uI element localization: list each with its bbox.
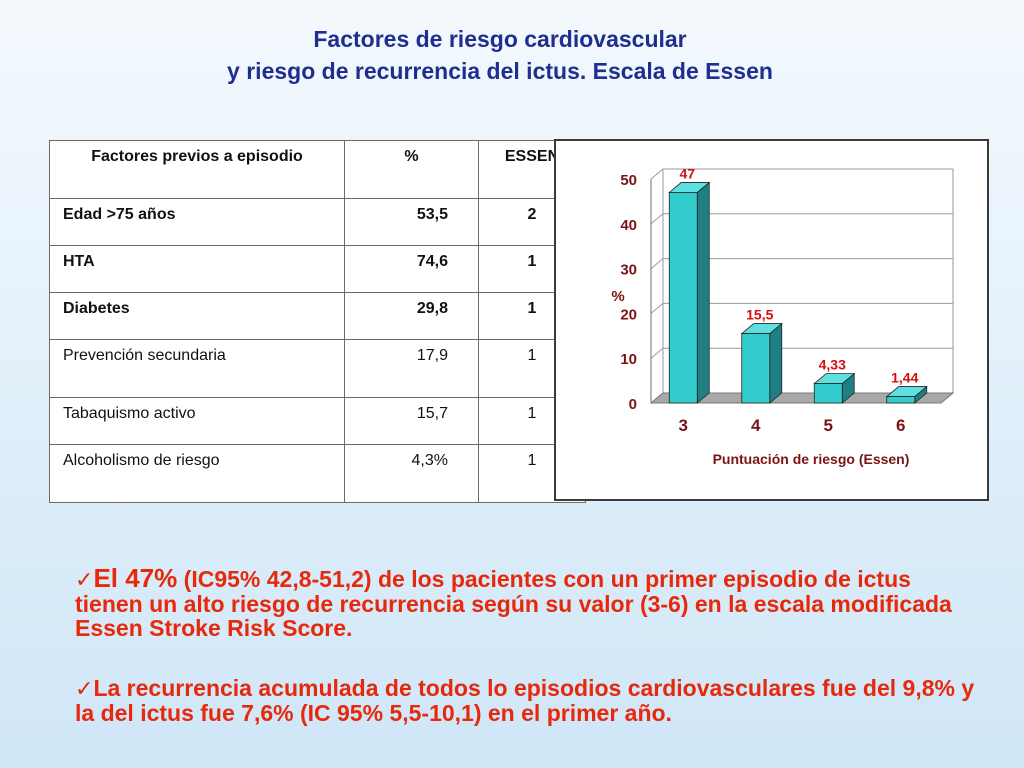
y-tick-label: 20 bbox=[620, 306, 637, 323]
gridline-depth bbox=[650, 303, 664, 314]
bar bbox=[741, 333, 771, 404]
factor-cell: Alcoholismo de riesgo bbox=[49, 444, 345, 503]
table-row: Alcoholismo de riesgo 4,3% 1 bbox=[49, 444, 586, 503]
factor-cell: Edad >75 años bbox=[49, 198, 345, 246]
essen-score-chart: 0 10 20 30 40 50 47 3 15,5 4 4,33 5 1,44 6% Puntuación… bbox=[554, 139, 989, 501]
factor-cell: Diabetes bbox=[49, 292, 345, 340]
percent-cell: 15,7 bbox=[344, 397, 479, 445]
slide-title-line-1: Factores de riesgo cardiovascular bbox=[313, 26, 687, 52]
y-tick-label: 30 bbox=[620, 262, 637, 279]
x-axis-label: Puntuación de riesgo (Essen) bbox=[713, 451, 910, 467]
y-tick-label: 0 bbox=[629, 396, 637, 413]
slide-title-line-2: y riesgo de recurrencia del ictus. Escal… bbox=[227, 58, 773, 84]
percent-cell: 53,5 bbox=[344, 198, 479, 246]
bullet-2: ✓La recurrencia acumulada de todos lo ep… bbox=[75, 676, 975, 725]
gridline-depth bbox=[650, 258, 664, 269]
table-row: Edad >75 años 53,5 2 bbox=[49, 198, 586, 246]
factor-cell: HTA bbox=[49, 245, 345, 293]
percent-cell: 29,8 bbox=[344, 292, 479, 340]
percent-cell: 17,9 bbox=[344, 339, 479, 398]
bullet-1-text: (IC95% 42,8-51,2) de los pacientes con u… bbox=[75, 566, 952, 641]
table-row: Prevención secundaria 17,9 1 bbox=[49, 339, 586, 398]
x-tick-label: 5 bbox=[824, 416, 833, 435]
data-label: 15,5 bbox=[746, 307, 773, 323]
factor-cell: Tabaquismo activo bbox=[49, 397, 345, 445]
chart-floor bbox=[649, 392, 955, 404]
bullet-1-emphasis: El 47% bbox=[93, 563, 178, 593]
bar-side bbox=[769, 322, 783, 404]
gridline-depth bbox=[650, 168, 664, 180]
gridline-depth bbox=[650, 213, 664, 225]
checkmark-icon: ✓ bbox=[75, 567, 94, 592]
table-row: HTA 74,6 1 bbox=[49, 245, 586, 293]
table-row: Diabetes 29,8 1 bbox=[49, 292, 586, 340]
y-axis-label: % bbox=[611, 288, 624, 305]
x-tick-label: 6 bbox=[896, 416, 905, 435]
bar bbox=[813, 383, 843, 404]
bar bbox=[668, 192, 698, 404]
data-label: 1,44 bbox=[891, 370, 918, 386]
risk-factors-table: Factores previos a episodio % ESSEN Edad… bbox=[49, 140, 586, 503]
x-tick-label: 4 bbox=[751, 416, 761, 435]
x-tick-label: 3 bbox=[679, 416, 688, 435]
bullet-1: ✓El 47% (IC95% 42,8-51,2) de los pacient… bbox=[75, 563, 975, 641]
header-percent: % bbox=[344, 140, 479, 199]
gridline-depth bbox=[650, 347, 664, 359]
bar bbox=[886, 396, 916, 404]
y-tick-label: 10 bbox=[620, 351, 637, 368]
y-tick-label: 50 bbox=[620, 172, 637, 189]
table-header-row: Factores previos a episodio % ESSEN bbox=[49, 140, 586, 199]
percent-cell: 4,3% bbox=[344, 444, 479, 503]
percent-cell: 74,6 bbox=[344, 245, 479, 293]
factor-cell: Prevención secundaria bbox=[49, 339, 345, 398]
data-label: 47 bbox=[679, 165, 695, 181]
table-row: Tabaquismo activo 15,7 1 bbox=[49, 397, 586, 445]
checkmark-icon: ✓ bbox=[75, 676, 94, 701]
header-factor: Factores previos a episodio bbox=[49, 140, 345, 199]
bullet-2-text: La recurrencia acumulada de todos lo epi… bbox=[75, 675, 975, 726]
bar-chart-svg: 0 10 20 30 40 50 47 3 15,5 4 4,33 5 1,44 6% Puntuación… bbox=[611, 165, 955, 467]
data-label: 4,33 bbox=[819, 357, 846, 373]
bar-side bbox=[696, 181, 710, 404]
y-tick-label: 40 bbox=[620, 217, 637, 234]
